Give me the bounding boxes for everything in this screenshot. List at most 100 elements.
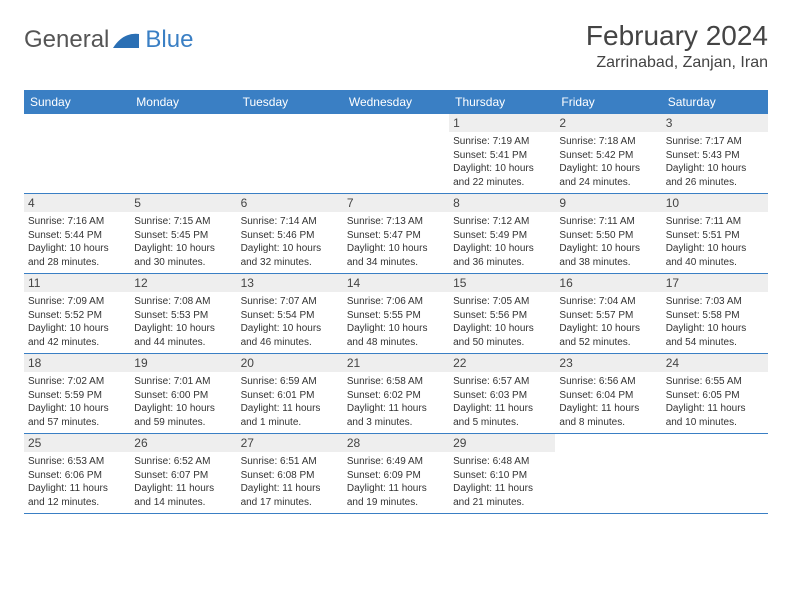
day-number: 4: [24, 194, 130, 212]
sunset-text: Sunset: 5:47 PM: [347, 229, 445, 243]
day-cell: 21Sunrise: 6:58 AMSunset: 6:02 PMDayligh…: [343, 354, 449, 433]
day-details: Sunrise: 7:07 AMSunset: 5:54 PMDaylight:…: [241, 295, 339, 349]
sunrise-text: Sunrise: 6:55 AM: [666, 375, 764, 389]
day-cell: [343, 114, 449, 193]
dayhead-wednesday: Wednesday: [343, 90, 449, 114]
logo: General Blue: [24, 26, 193, 54]
sunrise-text: Sunrise: 6:53 AM: [28, 455, 126, 469]
day-details: Sunrise: 6:55 AMSunset: 6:05 PMDaylight:…: [666, 375, 764, 429]
day-details: Sunrise: 7:11 AMSunset: 5:51 PMDaylight:…: [666, 215, 764, 269]
day-number: 20: [237, 354, 343, 372]
day-number: 13: [237, 274, 343, 292]
sunrise-text: Sunrise: 6:56 AM: [559, 375, 657, 389]
daylight-text: Daylight: 10 hours and 32 minutes.: [241, 242, 339, 269]
sunrise-text: Sunrise: 7:04 AM: [559, 295, 657, 309]
day-number: 5: [130, 194, 236, 212]
week-row: 25Sunrise: 6:53 AMSunset: 6:06 PMDayligh…: [24, 434, 768, 514]
sunrise-text: Sunrise: 6:58 AM: [347, 375, 445, 389]
day-number: 2: [555, 114, 661, 132]
day-number: 14: [343, 274, 449, 292]
logo-text-general: General: [24, 26, 109, 54]
sunrise-text: Sunrise: 6:51 AM: [241, 455, 339, 469]
sunset-text: Sunset: 5:43 PM: [666, 149, 764, 163]
day-details: Sunrise: 7:13 AMSunset: 5:47 PMDaylight:…: [347, 215, 445, 269]
daylight-text: Daylight: 10 hours and 36 minutes.: [453, 242, 551, 269]
day-cell: 19Sunrise: 7:01 AMSunset: 6:00 PMDayligh…: [130, 354, 236, 433]
sunrise-text: Sunrise: 7:11 AM: [559, 215, 657, 229]
daylight-text: Daylight: 10 hours and 24 minutes.: [559, 162, 657, 189]
day-number: 7: [343, 194, 449, 212]
calendar: Sunday Monday Tuesday Wednesday Thursday…: [24, 90, 768, 514]
day-cell: 5Sunrise: 7:15 AMSunset: 5:45 PMDaylight…: [130, 194, 236, 273]
day-cell: 17Sunrise: 7:03 AMSunset: 5:58 PMDayligh…: [662, 274, 768, 353]
day-details: Sunrise: 7:18 AMSunset: 5:42 PMDaylight:…: [559, 135, 657, 189]
dayhead-sunday: Sunday: [24, 90, 130, 114]
day-cell: 7 Sunrise: 7:13 AMSunset: 5:47 PMDaylight…: [343, 194, 449, 273]
daylight-text: Daylight: 10 hours and 30 minutes.: [134, 242, 232, 269]
sunrise-text: Sunrise: 7:12 AM: [453, 215, 551, 229]
sunrise-text: Sunrise: 7:03 AM: [666, 295, 764, 309]
daylight-text: Daylight: 11 hours and 3 minutes.: [347, 402, 445, 429]
day-cell: 1Sunrise: 7:19 AMSunset: 5:41 PMDaylight…: [449, 114, 555, 193]
daylight-text: Daylight: 11 hours and 5 minutes.: [453, 402, 551, 429]
day-number: 26: [130, 434, 236, 452]
sunset-text: Sunset: 5:44 PM: [28, 229, 126, 243]
day-details: Sunrise: 6:48 AMSunset: 6:10 PMDaylight:…: [453, 455, 551, 509]
day-number: 16: [555, 274, 661, 292]
sunrise-text: Sunrise: 7:17 AM: [666, 135, 764, 149]
day-cell: 4Sunrise: 7:16 AMSunset: 5:44 PMDaylight…: [24, 194, 130, 273]
sunset-text: Sunset: 6:08 PM: [241, 469, 339, 483]
week-row: 18Sunrise: 7:02 AMSunset: 5:59 PMDayligh…: [24, 354, 768, 434]
sunset-text: Sunset: 6:00 PM: [134, 389, 232, 403]
daylight-text: Daylight: 11 hours and 21 minutes.: [453, 482, 551, 509]
day-details: Sunrise: 6:49 AMSunset: 6:09 PMDaylight:…: [347, 455, 445, 509]
sunset-text: Sunset: 5:51 PM: [666, 229, 764, 243]
day-details: Sunrise: 6:53 AMSunset: 6:06 PMDaylight:…: [28, 455, 126, 509]
week-row: 4 Sunrise: 7:16 AMSunset: 5:44 PM Daylight…: [24, 194, 768, 274]
day-details: Sunrise: 7:19 AMSunset: 5:41 PMDaylight:…: [453, 135, 551, 189]
daylight-text: Daylight: 10 hours and 54 minutes.: [666, 322, 764, 349]
day-number: 10: [662, 194, 768, 212]
day-details: Sunrise: 7:04 AMSunset: 5:57 PMDaylight:…: [559, 295, 657, 349]
daylight-text: Daylight: 11 hours and 8 minutes.: [559, 402, 657, 429]
day-number: 29: [449, 434, 555, 452]
day-cell: 11Sunrise: 7:09 AMSunset: 5:52 PMDayligh…: [24, 274, 130, 353]
daylight-text: Daylight: 10 hours and 50 minutes.: [453, 322, 551, 349]
day-details: Sunrise: 6:56 AMSunset: 6:04 PMDaylight:…: [559, 375, 657, 429]
sunset-text: Sunset: 5:50 PM: [559, 229, 657, 243]
sunrise-text: Sunrise: 7:05 AM: [453, 295, 551, 309]
sunrise-text: Sunrise: 7:16 AM: [28, 215, 126, 229]
sunrise-text: Sunrise: 7:18 AM: [559, 135, 657, 149]
week-row: 1Sunrise: 7:19 AMSunset: 5:41 PMDaylight…: [24, 114, 768, 194]
sunset-text: Sunset: 5:45 PM: [134, 229, 232, 243]
daylight-text: Daylight: 11 hours and 10 minutes.: [666, 402, 764, 429]
title-month: February 2024: [586, 20, 768, 52]
sunset-text: Sunset: 6:01 PM: [241, 389, 339, 403]
sunrise-text: Sunrise: 7:07 AM: [241, 295, 339, 309]
sunset-text: Sunset: 6:06 PM: [28, 469, 126, 483]
day-cell: [662, 434, 768, 513]
sunrise-text: Sunrise: 6:59 AM: [241, 375, 339, 389]
sunset-text: Sunset: 5:53 PM: [134, 309, 232, 323]
day-cell: 9Sunrise: 7:11 AMSunset: 5:50 PMDaylight…: [555, 194, 661, 273]
day-number: 28: [343, 434, 449, 452]
day-number: 24: [662, 354, 768, 372]
day-header-row: Sunday Monday Tuesday Wednesday Thursday…: [24, 90, 768, 114]
day-details: Sunrise: 7:02 AMSunset: 5:59 PMDaylight:…: [28, 375, 126, 429]
sunrise-text: Sunrise: 7:14 AM: [241, 215, 339, 229]
day-details: Sunrise: 6:51 AMSunset: 6:08 PMDaylight:…: [241, 455, 339, 509]
sunset-text: Sunset: 6:03 PM: [453, 389, 551, 403]
sunset-text: Sunset: 6:04 PM: [559, 389, 657, 403]
sunset-text: Sunset: 5:55 PM: [347, 309, 445, 323]
daylight-text: Daylight: 11 hours and 12 minutes.: [28, 482, 126, 509]
sunrise-text: Sunrise: 7:09 AM: [28, 295, 126, 309]
day-cell: [130, 114, 236, 193]
day-number: 22: [449, 354, 555, 372]
sunset-text: Sunset: 5:56 PM: [453, 309, 551, 323]
day-number: 8: [449, 194, 555, 212]
sunset-text: Sunset: 6:09 PM: [347, 469, 445, 483]
day-cell: 10 Sunrise: 7:11 AMSunset: 5:51 PMDayligh…: [662, 194, 768, 273]
sunrise-text: Sunrise: 7:13 AM: [347, 215, 445, 229]
daylight-text: Daylight: 10 hours and 44 minutes.: [134, 322, 232, 349]
sunset-text: Sunset: 6:07 PM: [134, 469, 232, 483]
